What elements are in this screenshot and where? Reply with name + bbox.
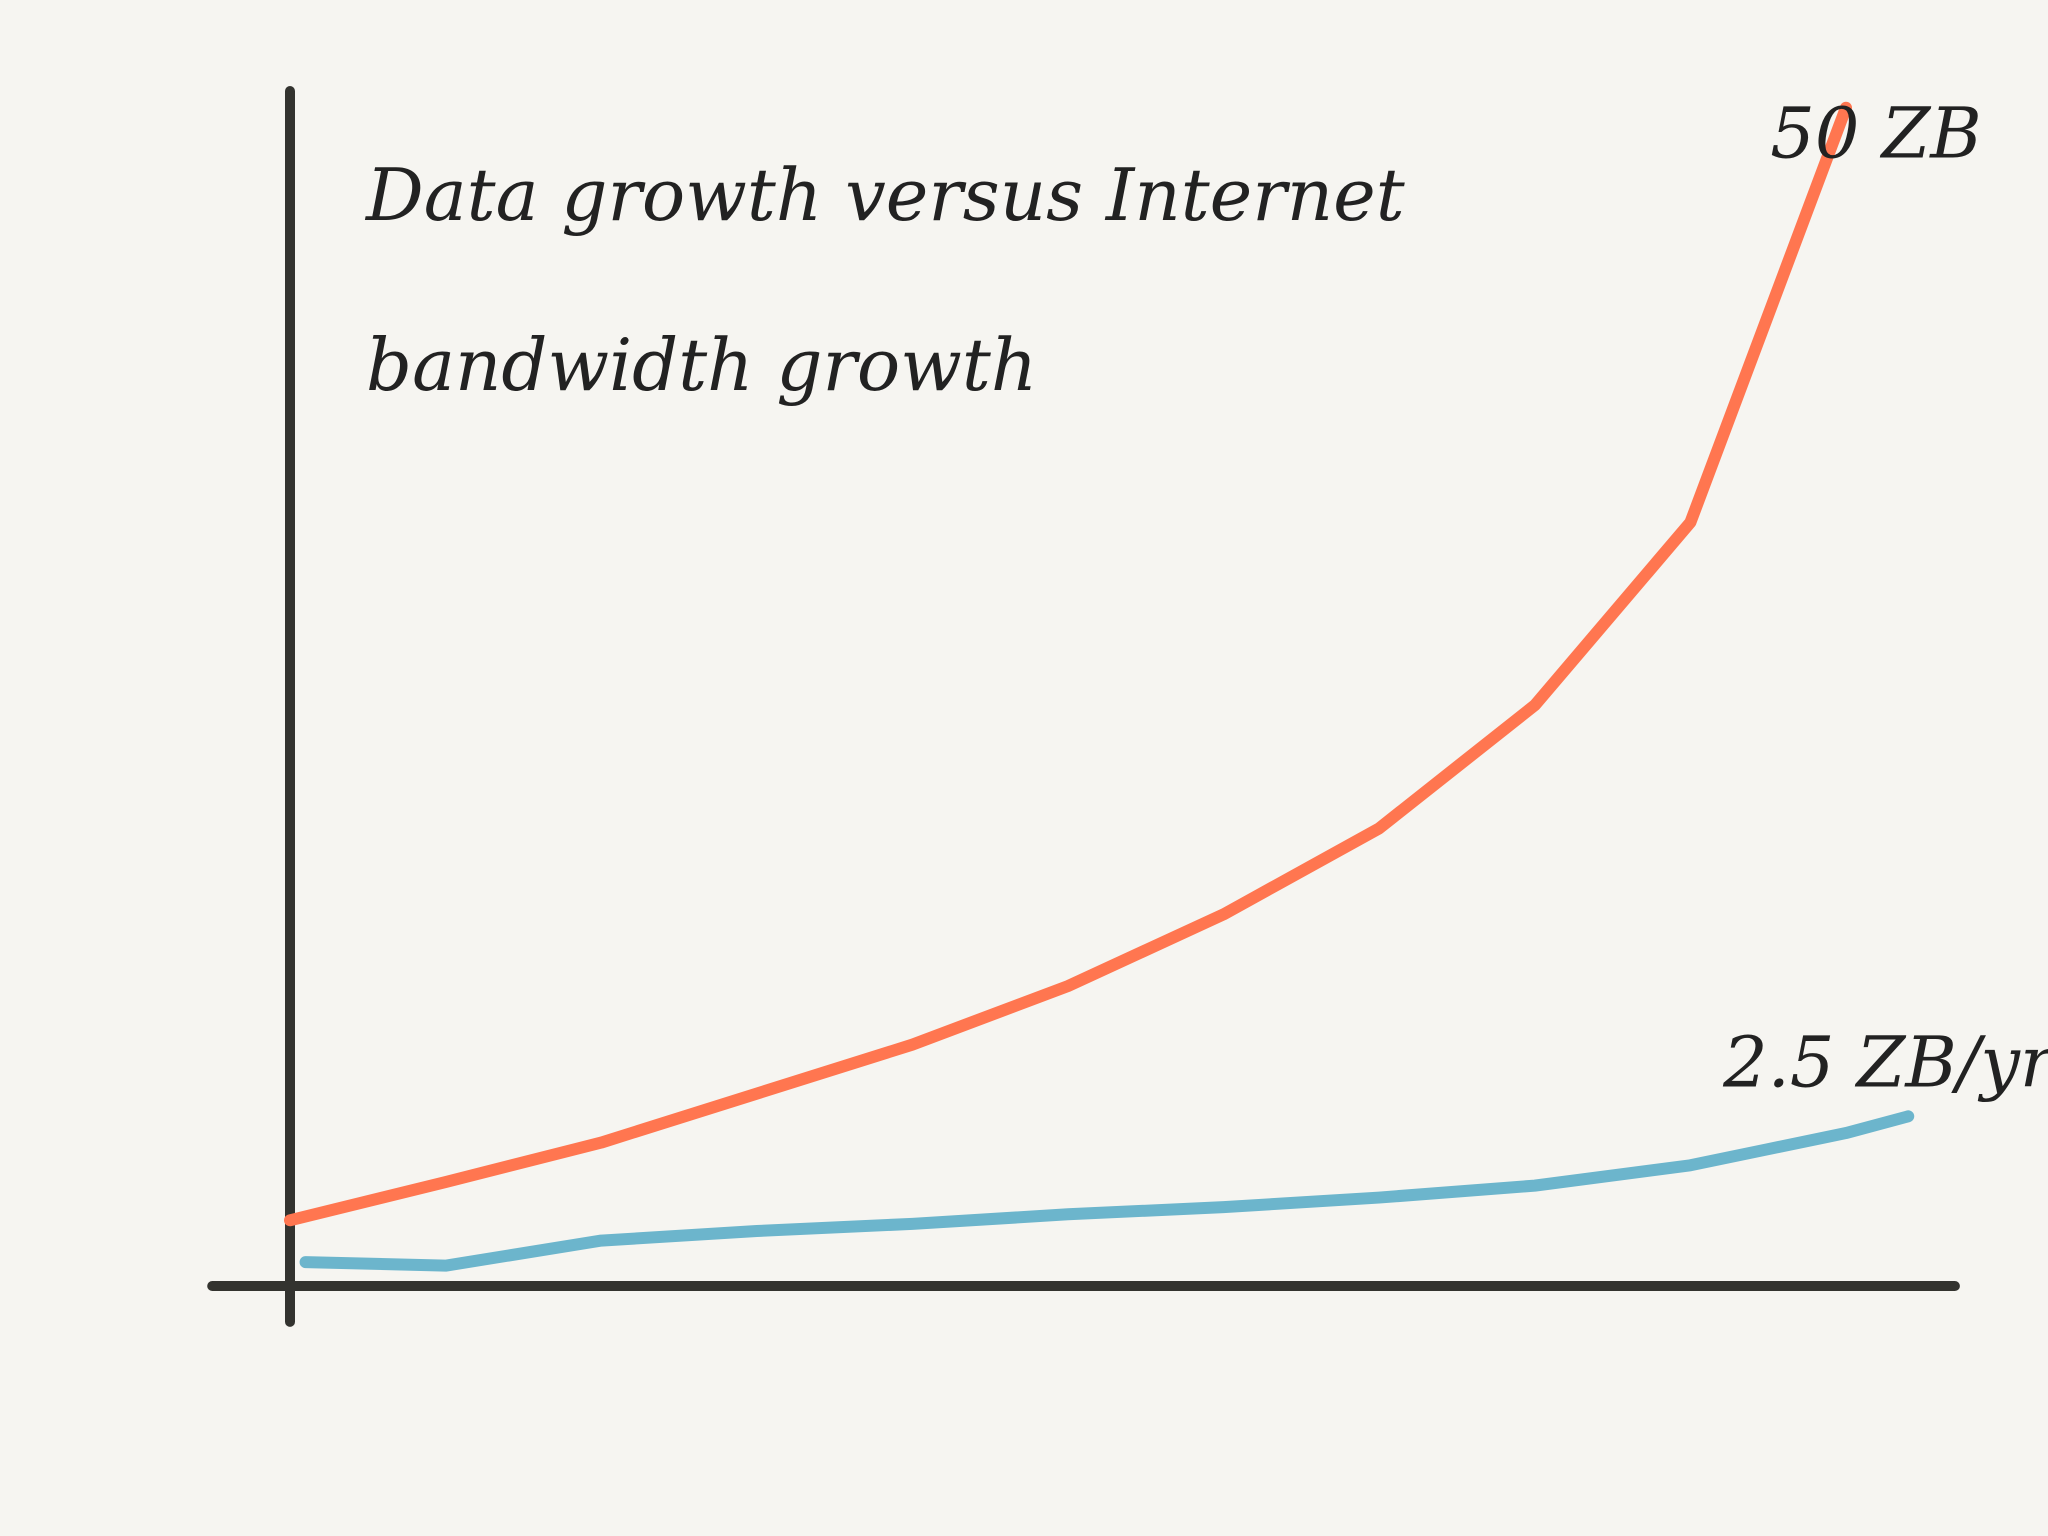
data-line xyxy=(284,101,1852,1227)
annotation: 50 ZB xyxy=(1770,93,1981,175)
chart-title: Data growth versus Internet bandwidth gr… xyxy=(366,153,1405,407)
data-line xyxy=(299,1110,1915,1272)
annotation: 2.5 ZB/yr xyxy=(1722,1021,2048,1103)
